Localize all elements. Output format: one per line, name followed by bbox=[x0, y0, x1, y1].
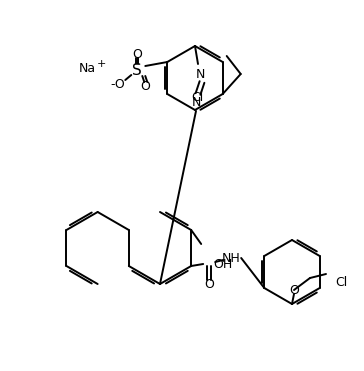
Text: O: O bbox=[289, 283, 299, 296]
Text: S: S bbox=[132, 62, 142, 78]
Text: OH: OH bbox=[213, 257, 233, 270]
Text: N: N bbox=[191, 95, 201, 108]
Text: N: N bbox=[195, 68, 205, 81]
Text: Cl: Cl bbox=[191, 91, 203, 104]
Text: +: + bbox=[96, 59, 106, 69]
Text: Na: Na bbox=[79, 62, 96, 75]
Text: Cl: Cl bbox=[336, 276, 348, 289]
Text: NH: NH bbox=[222, 252, 241, 265]
Text: O: O bbox=[132, 47, 142, 60]
Text: -O: -O bbox=[110, 78, 124, 91]
Text: O: O bbox=[204, 278, 214, 290]
Text: O: O bbox=[141, 79, 150, 92]
